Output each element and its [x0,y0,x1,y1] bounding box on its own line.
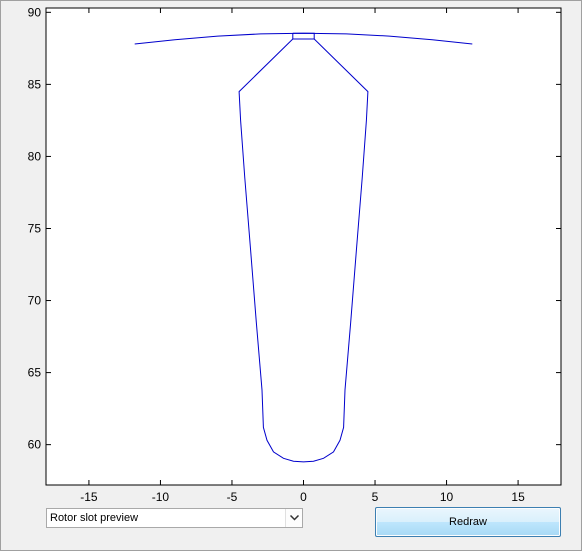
x-tick-label: 0 [300,490,307,504]
x-tick-label: 15 [511,490,525,504]
x-tick-label: -10 [152,490,170,504]
x-tick-label: 10 [440,490,454,504]
x-tick-label: -15 [80,490,98,504]
rotor-slot-outline [238,38,369,463]
dropdown-selected-text: Rotor slot preview [50,512,139,524]
redraw-button-label: Redraw [449,516,487,528]
y-tick-label: 85 [28,77,42,91]
plot-lines [134,32,473,463]
x-tick-label: 5 [372,490,379,504]
axis-ticks: -15 -10 -5 0 5 10 15 60 65 70 75 80 85 90 [28,5,561,504]
axes-box [45,7,562,486]
x-tick-label: -5 [227,490,238,504]
y-tick-label: 70 [28,294,42,308]
y-tick-label: 60 [28,438,42,452]
view-select-dropdown[interactable]: Rotor slot preview [46,508,303,528]
y-tick-label: 65 [28,366,42,380]
y-tick-label: 75 [28,221,42,235]
chevron-down-icon[interactable] [285,509,302,527]
y-tick-label: 90 [28,5,42,19]
y-tick-label: 80 [28,149,42,163]
redraw-button[interactable]: Redraw [375,507,561,537]
